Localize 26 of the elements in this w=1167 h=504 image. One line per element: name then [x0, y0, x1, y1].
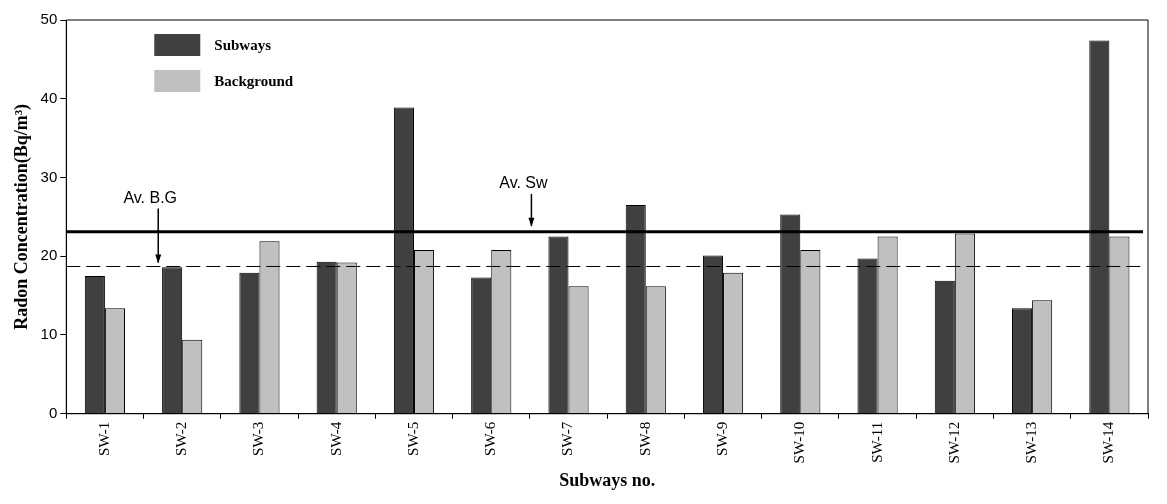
x-tick-label: SW-12	[945, 421, 962, 464]
x-tick-label: SW-4	[327, 421, 344, 456]
x-tick-label: SW-2	[173, 421, 190, 456]
x-tick-label: SW-8	[636, 421, 653, 456]
x-tick-label: SW-9	[713, 421, 730, 456]
x-tick-label: SW-14	[1100, 421, 1117, 464]
x-tick-label: SW-10	[791, 421, 808, 464]
x-tick-label: SW-11	[868, 421, 885, 463]
ref-line-label: Av. B.G	[123, 188, 178, 206]
y-tick-label: 40	[40, 88, 58, 106]
y-tick-label: 20	[40, 246, 58, 264]
ref-line-label: Av. Sw	[499, 174, 549, 192]
y-tick-label: 0	[48, 403, 58, 421]
x-tick-label: SW-1	[95, 421, 112, 456]
x-tick-label: SW-5	[404, 421, 421, 456]
x-tick-label: SW-13	[1023, 421, 1040, 464]
y-axis-title: Radon Concentration(Bq/m³)	[11, 103, 33, 330]
x-tick-label: SW-3	[250, 421, 267, 456]
x-tick-label: SW-6	[482, 421, 499, 456]
y-tick-label: 50	[40, 10, 58, 28]
y-tick-label: 30	[40, 167, 58, 185]
x-axis-title: Subways no.	[559, 469, 656, 490]
x-tick-label: SW-7	[559, 421, 576, 456]
legend-label: Subways	[214, 36, 272, 53]
y-tick-label: 10	[40, 325, 58, 343]
legend-label: Background	[214, 72, 294, 89]
